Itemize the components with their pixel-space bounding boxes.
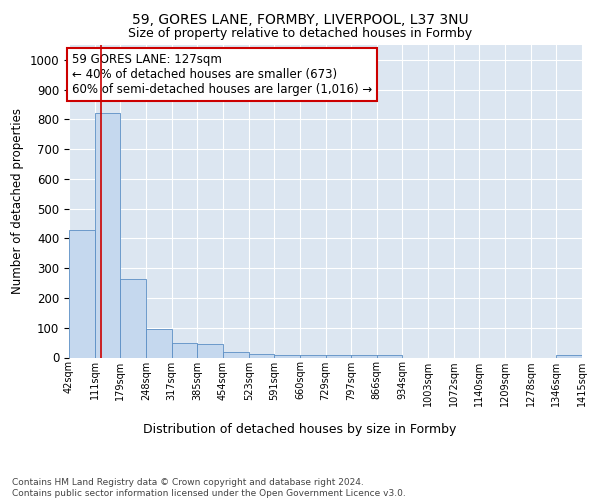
Bar [95,114,120,358]
Text: Distribution of detached houses by size in Formby: Distribution of detached houses by size … [143,422,457,436]
Bar [556,355,582,358]
Text: 59, GORES LANE, FORMBY, LIVERPOOL, L37 3NU: 59, GORES LANE, FORMBY, LIVERPOOL, L37 3… [131,12,469,26]
Bar [223,352,249,358]
Bar [274,354,300,358]
Bar [120,278,146,357]
Y-axis label: Number of detached properties: Number of detached properties [11,108,24,294]
Bar [197,344,223,357]
Bar [326,356,351,358]
Bar [300,355,326,358]
Bar [377,355,402,358]
Text: Size of property relative to detached houses in Formby: Size of property relative to detached ho… [128,28,472,40]
Bar [69,230,95,358]
Bar [172,343,197,357]
Bar [249,354,274,358]
Text: 59 GORES LANE: 127sqm
← 40% of detached houses are smaller (673)
60% of semi-det: 59 GORES LANE: 127sqm ← 40% of detached … [71,53,372,96]
Text: Contains HM Land Registry data © Crown copyright and database right 2024.
Contai: Contains HM Land Registry data © Crown c… [12,478,406,498]
Bar [351,354,377,358]
Bar [146,329,172,358]
